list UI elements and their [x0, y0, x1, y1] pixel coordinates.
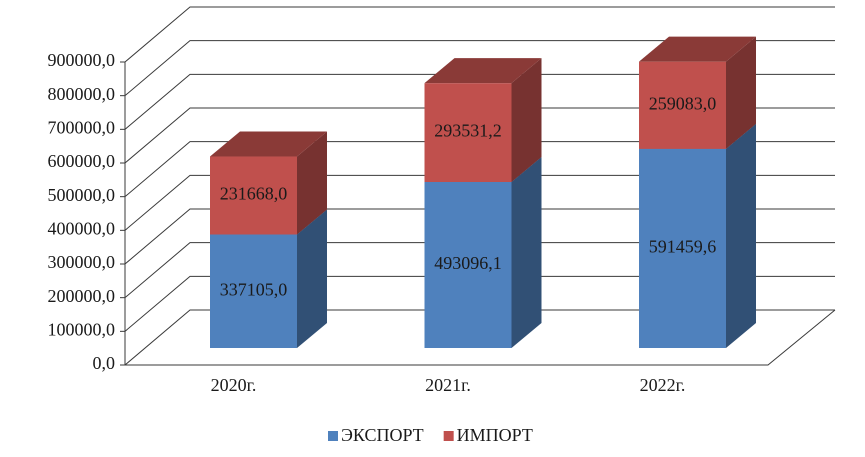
y-tick-label: 300000,0 — [48, 252, 116, 272]
bar-side — [511, 156, 542, 348]
bar-side — [297, 131, 327, 235]
x-tick-label: 2021г. — [425, 375, 471, 395]
legend-swatch — [443, 431, 454, 441]
grid-line — [124, 242, 835, 299]
grid-line — [124, 275, 835, 332]
bar-segment — [424, 83, 512, 182]
y-tick-label: 200000,0 — [48, 286, 116, 306]
floor-edge — [125, 309, 836, 366]
grid-line — [124, 40, 835, 97]
bar-segment — [424, 181, 512, 348]
value-label: 293531,2 — [434, 121, 502, 141]
grid-line — [124, 309, 835, 366]
x-tick-label: 2022г. — [640, 375, 686, 395]
legend-swatch — [328, 431, 338, 441]
value-label: 591459,6 — [649, 237, 717, 257]
legend-label: ЭКСПОРТ — [341, 425, 424, 445]
bar-segment — [210, 156, 297, 235]
legend: ЭКСПОРТ ИМПОРТ — [328, 425, 533, 445]
value-label: 231668,0 — [220, 184, 288, 204]
value-label: 337105,0 — [220, 279, 288, 299]
x-tick-label: 2020г. — [211, 375, 257, 395]
value-label: 259083,0 — [649, 93, 717, 113]
y-tick-label: 500000,0 — [48, 185, 116, 205]
grid-line — [124, 6, 835, 63]
bar-side — [511, 58, 542, 182]
bar-top — [639, 36, 756, 62]
y-tick-label: 100000,0 — [48, 319, 116, 339]
y-tick-label: 0,0 — [93, 353, 116, 373]
y-tick-label: 800000,0 — [48, 84, 116, 104]
grid-line — [124, 208, 835, 265]
value-label: 493096,1 — [434, 253, 502, 273]
bar-top — [210, 131, 327, 157]
y-tick-label: 900000,0 — [48, 50, 116, 70]
bar-segment — [639, 61, 726, 149]
legend-label: ИМПОРТ — [457, 425, 533, 445]
grid-line — [124, 174, 835, 231]
y-tick-label: 700000,0 — [48, 117, 116, 137]
bar-side — [726, 123, 756, 348]
bar-top — [424, 58, 542, 84]
y-tick-label: 600000,0 — [48, 151, 116, 171]
bar-segment — [639, 148, 726, 348]
bar-segment — [210, 234, 297, 348]
y-tick-label: 400000,0 — [48, 218, 116, 238]
grid-line — [124, 107, 835, 164]
grid-line — [124, 141, 835, 198]
bar-side — [726, 36, 756, 149]
bar-side — [297, 209, 327, 348]
grid-line — [124, 73, 835, 130]
